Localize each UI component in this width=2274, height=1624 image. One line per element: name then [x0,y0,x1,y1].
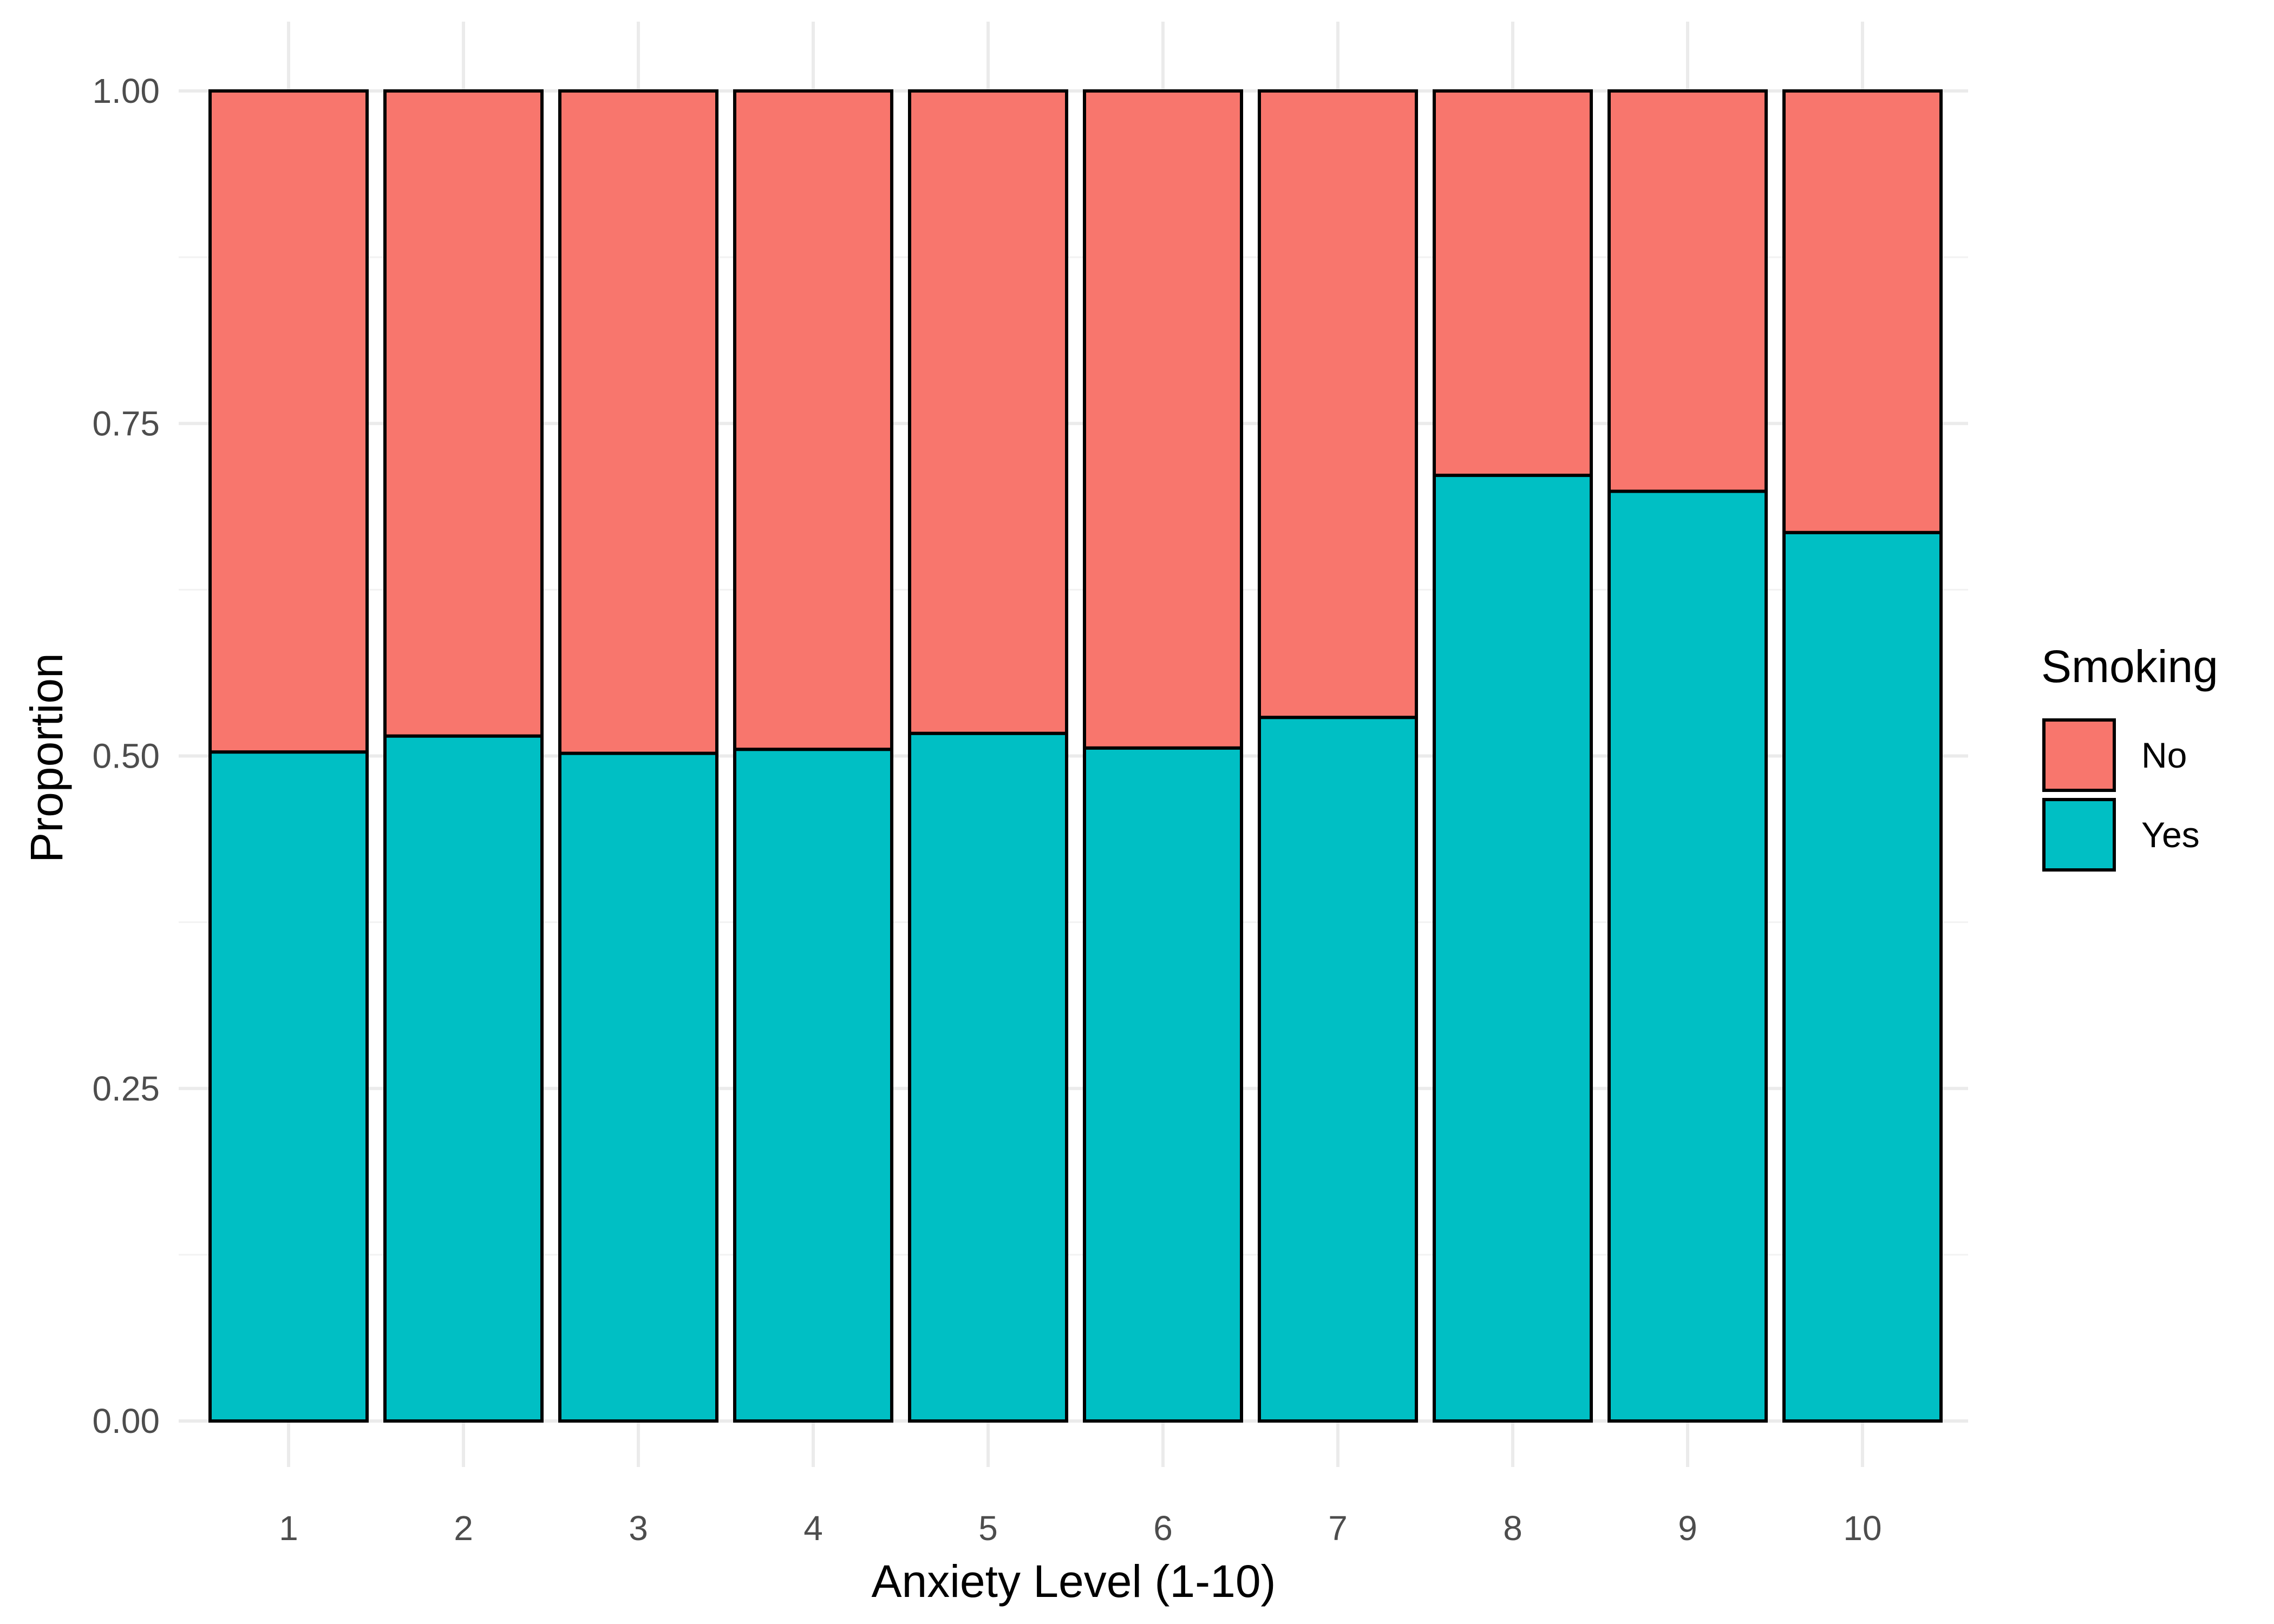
bar-segment-yes-8 [1433,474,1593,1423]
bar-segment-yes-1 [208,750,369,1423]
legend-label-no: No [2141,735,2187,775]
legend-entries: No Yes [2042,718,2200,872]
bar-segment-no-1 [208,89,369,754]
bar-segment-no-2 [383,89,544,738]
legend-key-no [2042,718,2116,792]
bar-segment-no-4 [733,89,893,751]
bar-segment-no-8 [1433,89,1593,477]
x-tick-label: 6 [1153,1509,1173,1548]
bar-segment-yes-4 [733,748,893,1423]
y-tick-label: 1.00 [92,71,160,110]
bar-segment-yes-9 [1608,489,1768,1423]
bar-segment-no-5 [908,89,1068,735]
bar-segment-yes-5 [908,731,1068,1423]
bar-segment-no-10 [1782,89,1943,534]
legend: Smoking No Yes [2041,641,2218,872]
bar-segment-no-3 [558,89,718,755]
x-tick-label: 4 [803,1509,823,1548]
legend-key-yes [2042,798,2116,872]
bar-segment-yes-6 [1083,746,1243,1423]
bars [208,89,1943,1423]
x-axis-title: Anxiety Level (1-10) [871,1556,1276,1607]
x-tick-label: 9 [1678,1509,1697,1548]
y-axis-title: Proportion [21,653,72,863]
y-axis-ticks: 0.00 0.25 0.50 0.75 1.00 [92,71,160,1440]
x-tick-label: 8 [1503,1509,1522,1548]
bar-segment-yes-7 [1258,716,1418,1423]
bar-segment-no-7 [1258,89,1418,719]
y-tick-label: 0.00 [92,1402,160,1440]
bar-segment-no-9 [1608,89,1768,493]
x-tick-label: 10 [1843,1509,1881,1548]
y-tick-label: 0.25 [92,1069,160,1108]
y-tick-label: 0.75 [92,404,160,443]
bar-segment-no-6 [1083,89,1243,750]
x-tick-label: 2 [454,1509,473,1548]
legend-title: Smoking [2041,641,2218,692]
x-tick-label: 1 [279,1509,298,1548]
x-axis-ticks: 1 2 3 4 5 6 7 8 9 10 [279,1509,1881,1548]
bar-segment-yes-2 [383,734,544,1423]
bar-segment-yes-10 [1782,531,1943,1423]
x-tick-label: 7 [1328,1509,1348,1548]
bar-segment-yes-3 [558,751,718,1423]
y-tick-label: 0.50 [92,737,160,776]
x-tick-label: 5 [978,1509,998,1548]
legend-label-yes: Yes [2141,815,2200,855]
x-tick-label: 3 [629,1509,648,1548]
